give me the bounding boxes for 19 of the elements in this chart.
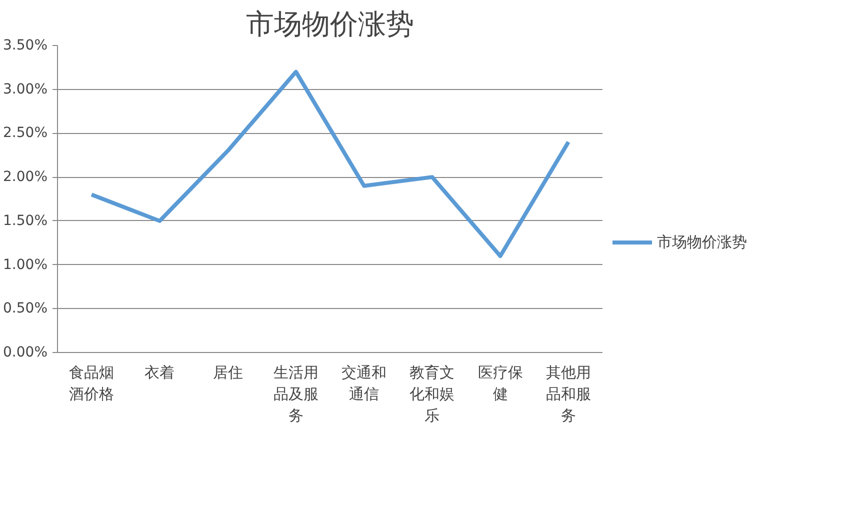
x-tick-label: 衣着 [144,364,175,382]
x-tick-label: 教育文化和娱乐 [410,364,455,425]
y-tick-label: 0.00% [3,344,48,360]
x-tick-label: 交通和通信 [342,364,387,404]
x-tick-label: 居住 [212,364,243,382]
y-tick-label: 3.00% [3,81,48,98]
chart-title: 市场物价涨势 [246,8,414,40]
x-tick-label: 其他用品和服务 [546,364,591,425]
y-tick-label: 1.50% [3,212,48,229]
x-tick-label: 医疗保健 [478,364,523,404]
y-tick-label: 0.50% [3,300,48,317]
line-series [90,70,570,258]
legend-label: 市场物价涨势 [657,232,747,252]
y-tick-label: 2.50% [3,125,48,142]
y-tick-label: 1.00% [3,256,48,273]
x-tick-label: 生活用品及服务 [273,364,318,425]
y-tick-label: 2.00% [3,169,48,186]
y-tick-label: 3.50% [3,38,48,54]
x-tick-label: 食品烟酒价格 [69,364,114,404]
